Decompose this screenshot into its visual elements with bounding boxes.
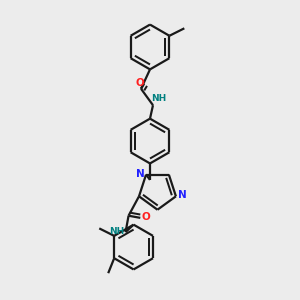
Text: N: N — [178, 190, 186, 200]
Text: NH: NH — [151, 94, 166, 103]
Text: NH: NH — [109, 227, 124, 236]
Text: N: N — [136, 169, 145, 179]
Text: O: O — [135, 78, 144, 88]
Text: O: O — [141, 212, 150, 222]
